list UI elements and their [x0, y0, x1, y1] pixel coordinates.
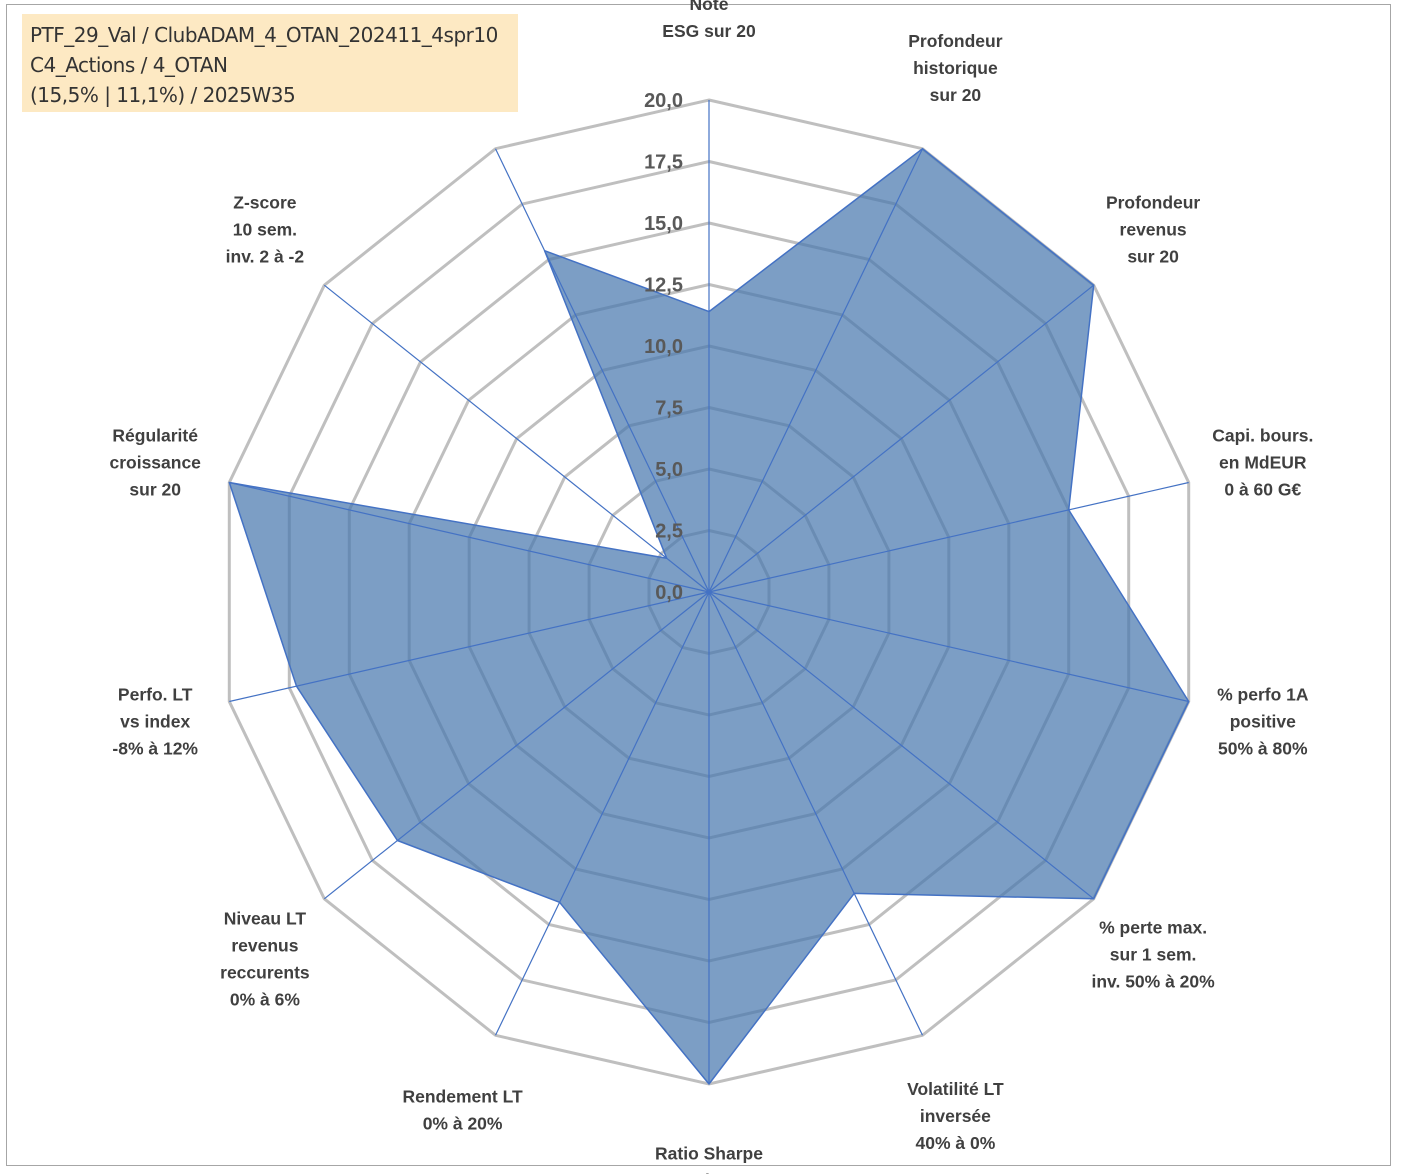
axis-spoke [708, 591, 1095, 900]
axis-label-line: Z-score [233, 192, 296, 212]
axis-label-line: sur 1 sem. [1110, 945, 1197, 965]
axis-label: Rendement LT 0% à 20% [402, 1086, 523, 1133]
axis-label-line: Perfo. LT [118, 684, 193, 704]
axis-label: Perfo. LT vs index -8% à 12% [112, 684, 198, 758]
axis-label-line: Volatilité LT [907, 1079, 1004, 1099]
portfolio-category: C4_Actions / 4_OTAN [30, 53, 228, 77]
axis-label-line: Note [690, 0, 729, 14]
axis-label-line: historique [913, 58, 998, 78]
tick-label: 15,0 [644, 213, 683, 235]
axis-label-line: % perfo 1A [1217, 684, 1309, 704]
axis-spoke [323, 284, 710, 593]
axis-label-line: reccurents [220, 962, 310, 982]
axis-label-line: 0 à 1 [690, 1170, 729, 1174]
axis-label-line: Rendement LT [402, 1086, 523, 1106]
axis-label-line: positive [1230, 711, 1296, 731]
axis-label: Volatilité LT inversée 40% à 0% [907, 1079, 1004, 1153]
radar-spokes [229, 100, 1189, 1084]
tick-label: 7,5 [655, 398, 683, 420]
axis-label: Profondeur revenus sur 20 [1106, 192, 1200, 266]
axis-label-line: inversée [920, 1106, 991, 1126]
axis-label-line: % perte max. [1099, 918, 1207, 938]
axis-spoke [708, 591, 1189, 703]
axis-label-line: Régularité [112, 426, 198, 446]
tick-label: 10,0 [644, 336, 683, 358]
portfolio-performance-week: (15,5% | 11,1%) / 2025W35 [30, 83, 296, 107]
axis-spoke [229, 481, 710, 593]
tick-label: 5,0 [655, 459, 683, 481]
axis-label-line: inv. 2 à -2 [226, 246, 305, 266]
axis-label-line: ESG sur 20 [662, 21, 756, 41]
tick-label: 2,5 [655, 521, 683, 543]
radial-tick-labels: 0,0 2,5 5,0 7,5 10,0 12,5 15,0 17,5 20,0 [644, 90, 683, 604]
axis-labels: Note ESG sur 20 Profondeur historique sur 20… [109, 0, 1313, 1174]
axis-spoke [494, 148, 710, 593]
axis-spoke [323, 591, 710, 900]
axis-spoke [229, 591, 710, 703]
axis-label-line: 50% à 80% [1218, 738, 1308, 758]
axis-label-line: sur 20 [1127, 246, 1179, 266]
axis-label-line: croissance [109, 453, 201, 473]
tick-label: 20,0 [644, 90, 683, 112]
tick-label: 12,5 [644, 275, 683, 297]
portfolio-info-box: PTF_29_Val / ClubADAM_4_OTAN_202411_4spr… [22, 14, 518, 112]
axis-label-line: Profondeur [1106, 192, 1200, 212]
axis-label: Ratio Sharpe 0 à 1 [655, 1143, 763, 1174]
axis-label-line: vs index [120, 711, 190, 731]
axis-label: Note ESG sur 20 [662, 0, 756, 41]
axis-label-line: Ratio Sharpe [655, 1143, 763, 1163]
axis-label-line: sur 20 [930, 85, 982, 105]
axis-label-line: sur 20 [129, 480, 181, 500]
portfolio-name: PTF_29_Val / ClubADAM_4_OTAN_202411_4spr… [30, 23, 498, 47]
axis-label: % perte max. sur 1 sem. inv. 50% à 20% [1091, 918, 1215, 992]
axis-label-line: revenus [231, 935, 298, 955]
axis-label-line: Niveau LT [224, 908, 307, 928]
axis-label: Capi. bours. en MdEUR 0 à 60 G€ [1212, 426, 1313, 500]
axis-spoke [708, 591, 924, 1036]
axis-spoke [494, 591, 710, 1036]
axis-label-line: 10 sem. [233, 219, 297, 239]
axis-label: Z-score 10 sem. inv. 2 à -2 [226, 192, 305, 266]
axis-label-line: 0% à 6% [230, 989, 300, 1009]
axis-label: Régularité croissance sur 20 [109, 426, 201, 500]
axis-label-line: en MdEUR [1219, 453, 1307, 473]
axis-label: Niveau LT revenus reccurents 0% à 6% [220, 908, 310, 1009]
axis-label: % perfo 1A positive 50% à 80% [1217, 684, 1309, 758]
tick-label: 17,5 [644, 152, 683, 174]
axis-spoke [708, 284, 1095, 593]
axis-label: Profondeur historique sur 20 [908, 31, 1002, 105]
axis-label-line: 40% à 0% [916, 1133, 996, 1153]
axis-spoke [708, 148, 924, 593]
axis-label-line: Profondeur [908, 31, 1002, 51]
tick-label: 0,0 [655, 582, 683, 604]
axis-label-line: -8% à 12% [112, 738, 198, 758]
axis-spoke [708, 481, 1189, 593]
axis-label-line: inv. 50% à 20% [1091, 972, 1215, 992]
axis-label-line: Capi. bours. [1212, 426, 1313, 446]
axis-label-line: revenus [1120, 219, 1187, 239]
axis-label-line: 0 à 60 G€ [1224, 480, 1301, 500]
axis-label-line: 0% à 20% [423, 1113, 503, 1133]
